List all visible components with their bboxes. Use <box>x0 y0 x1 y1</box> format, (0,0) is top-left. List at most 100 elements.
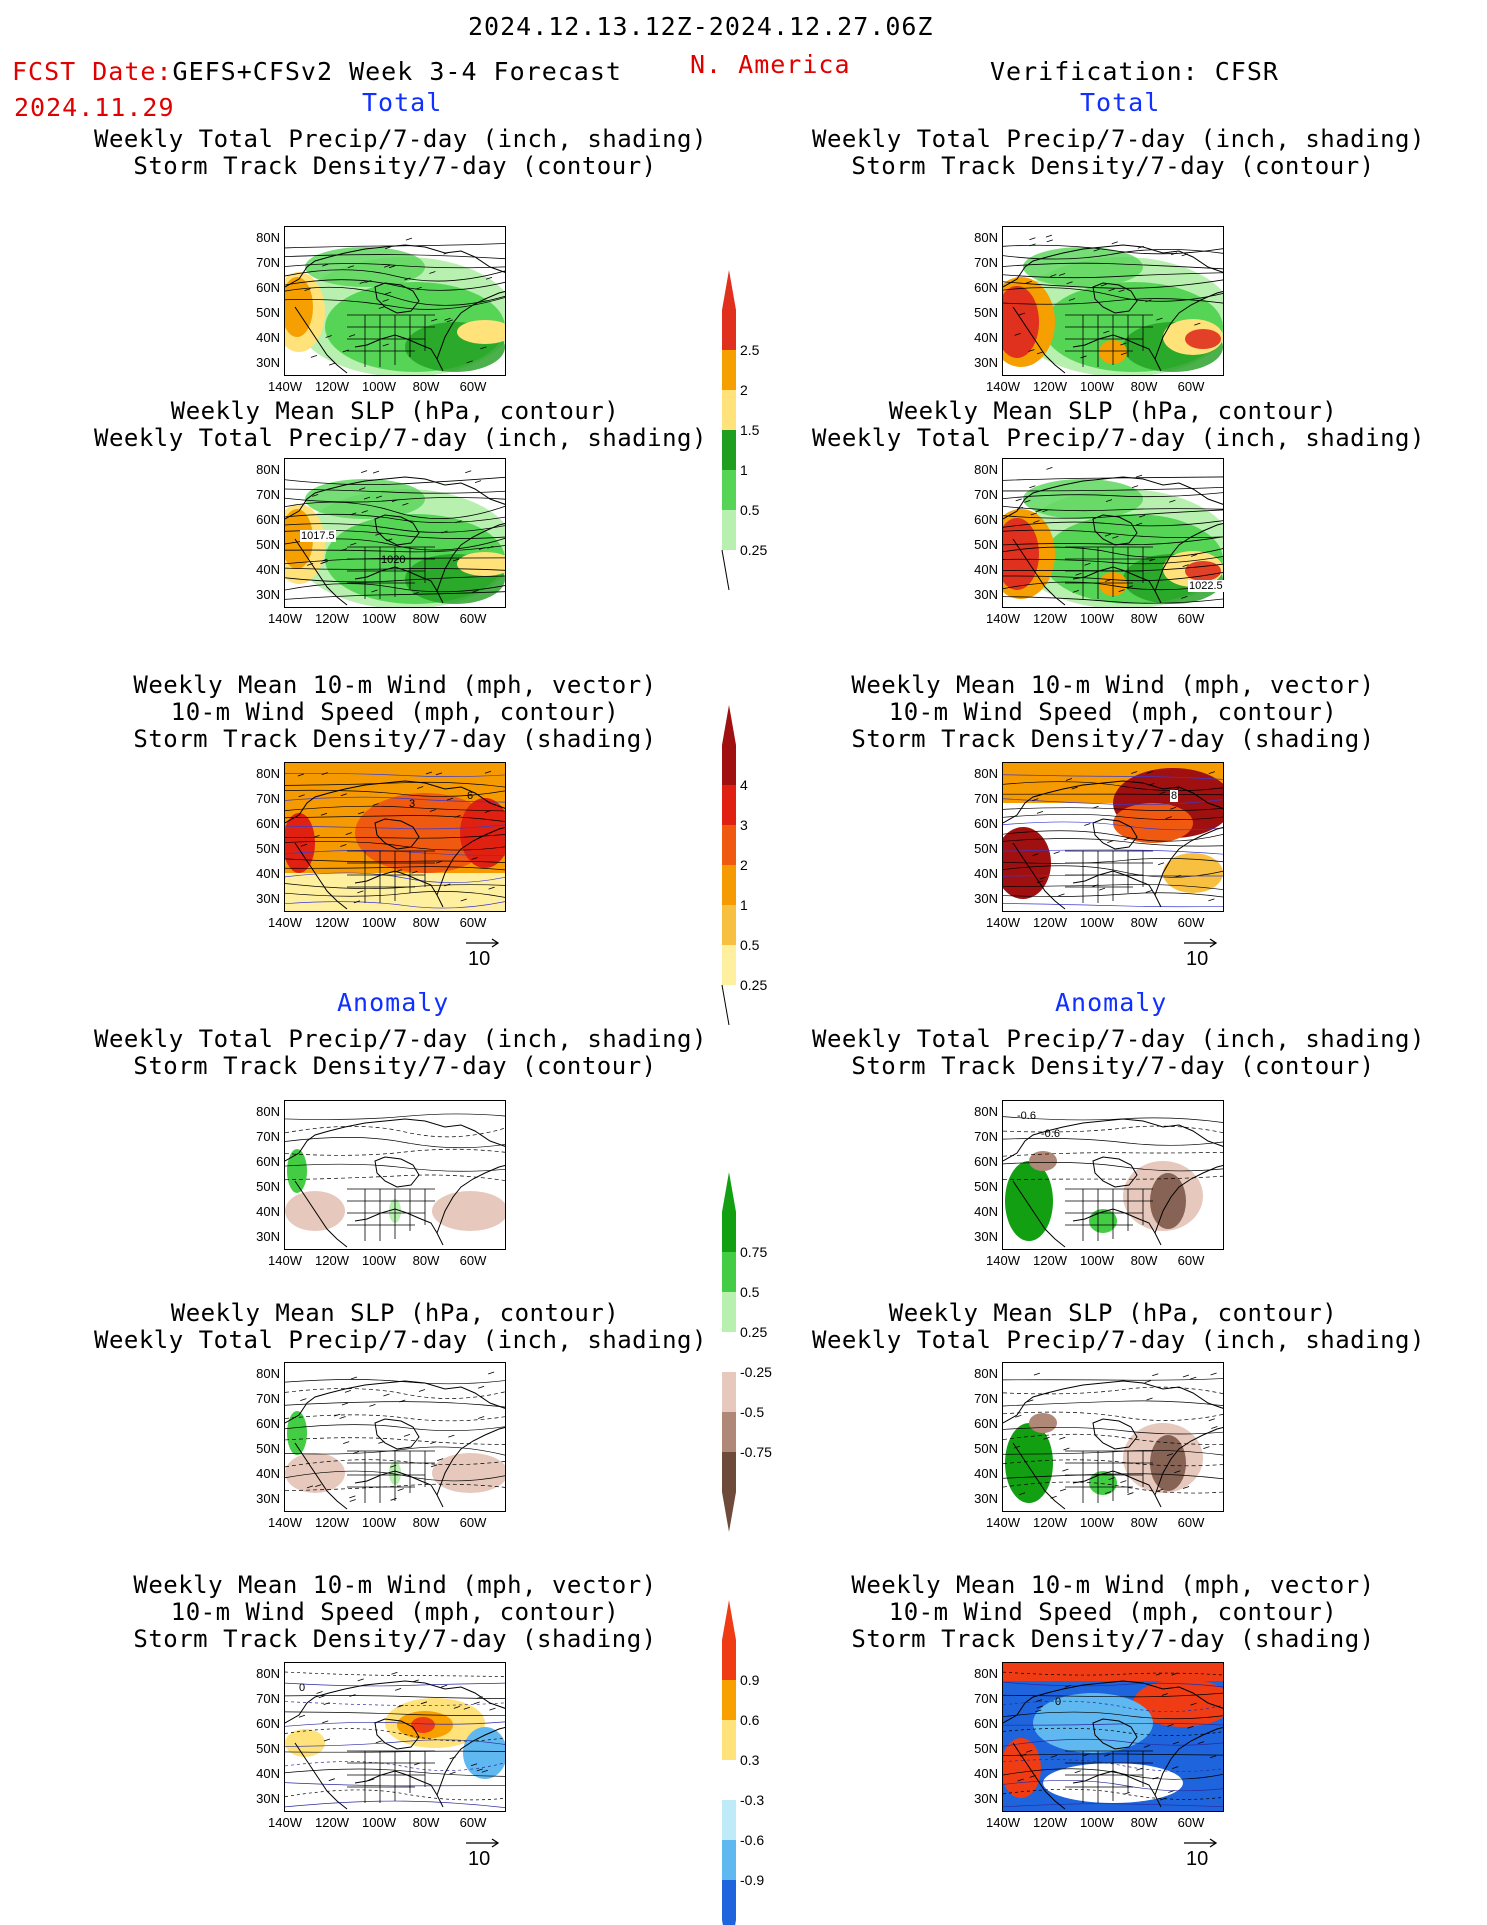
section-anomaly-right: Anomaly <box>1055 988 1168 1017</box>
lat-label: 30N <box>256 1791 280 1806</box>
lat-label: 40N <box>256 866 280 881</box>
lon-label: 100W <box>1080 1515 1114 1530</box>
lon-label: 60W <box>459 1815 487 1830</box>
lon-label: 60W <box>1177 1515 1205 1530</box>
panel-title-line: Weekly Total Precip/7-day (inch, shading… <box>812 125 1425 153</box>
colorbar-label: 2 <box>740 857 748 873</box>
lat-label: 50N <box>256 1179 280 1194</box>
lat-label: 80N <box>974 766 998 781</box>
lat-label: 60N <box>974 1716 998 1731</box>
lat-label: 30N <box>256 1229 280 1244</box>
lat-label: 70N <box>974 1691 998 1706</box>
map-plot <box>285 1671 505 1810</box>
panel-title-line: Storm Track Density/7-day (contour) <box>851 152 1375 180</box>
contour-label: 0 <box>1055 1696 1062 1708</box>
vector-ref-arrow <box>466 1838 500 1848</box>
lon-label: 60W <box>459 1515 487 1530</box>
lat-label: 80N <box>974 230 998 245</box>
lon-label: 140W <box>268 915 302 930</box>
lat-label: 70N <box>974 1391 998 1406</box>
lon-label: 140W <box>986 379 1020 394</box>
lat-label: 50N <box>256 1441 280 1456</box>
colorbar-storm-anom <box>722 1600 736 1925</box>
lon-label: 80W <box>1130 1815 1158 1830</box>
fcst-date: 2024.11.29 <box>14 93 175 122</box>
lat-label: 70N <box>256 1129 280 1144</box>
lat-label: 70N <box>256 1691 280 1706</box>
panel-title-line: Weekly Total Precip/7-day (inch, shading… <box>94 1326 707 1354</box>
lon-label: 60W <box>1177 915 1205 930</box>
lat-label: 70N <box>974 791 998 806</box>
colorbar-label: -0.6 <box>740 1832 764 1848</box>
map-panel-forecast-total-wind_storm <box>284 762 506 912</box>
contour-label: 0 <box>299 1682 306 1694</box>
lat-label: 30N <box>256 355 280 370</box>
lat-label: 70N <box>256 791 280 806</box>
lon-label: 120W <box>1033 611 1067 626</box>
colorbar-label: 0.3 <box>740 1752 760 1768</box>
lat-label: 50N <box>974 1179 998 1194</box>
lat-label: 80N <box>256 1104 280 1119</box>
panel-title-line: Weekly Mean 10-m Wind (mph, vector) <box>133 1571 657 1599</box>
region-label: N. America <box>690 50 851 79</box>
lon-label: 60W <box>459 379 487 394</box>
lon-label: 100W <box>1080 379 1114 394</box>
colorbar-precip-total <box>721 270 736 591</box>
colorbar-label: 2 <box>740 382 748 398</box>
colorbar-label: 0.25 <box>740 1324 767 1340</box>
lat-label: 30N <box>974 1791 998 1806</box>
map-panel-cfsr-anom-precip_storm <box>1002 1100 1224 1250</box>
lon-label: 60W <box>459 611 487 626</box>
lat-label: 50N <box>256 841 280 856</box>
colorbar-label: 0.75 <box>740 1244 767 1260</box>
colorbar-label: 4 <box>740 777 748 793</box>
map-panel-forecast-anom-slp_precip <box>284 1362 506 1512</box>
panel-title-line: Weekly Total Precip/7-day (inch, shading… <box>94 424 707 452</box>
lon-label: 100W <box>362 1515 396 1530</box>
lat-label: 80N <box>974 1366 998 1381</box>
colorbar-label: 0.5 <box>740 1284 760 1300</box>
colorbar-label: 0.5 <box>740 502 760 518</box>
lon-label: 100W <box>362 1815 396 1830</box>
lat-label: 40N <box>256 1466 280 1481</box>
vector-ref-value: 10 <box>468 1848 491 1870</box>
lon-label: 80W <box>412 379 440 394</box>
lat-label: 70N <box>974 487 998 502</box>
colorbar-label: 1 <box>740 897 748 913</box>
lat-label: 50N <box>974 1441 998 1456</box>
lon-label: 60W <box>1177 1815 1205 1830</box>
lat-label: 60N <box>974 816 998 831</box>
vector-ref-arrow <box>1184 938 1218 948</box>
panel-title-line: Weekly Mean SLP (hPa, contour) <box>170 397 620 425</box>
lat-label: 80N <box>256 462 280 477</box>
map-panel-cfsr-anom-wind_storm <box>1002 1662 1224 1812</box>
lon-label: 60W <box>1177 379 1205 394</box>
map-panel-cfsr-total-precip_storm <box>1002 226 1224 376</box>
panel-title-line: Storm Track Density/7-day (shading) <box>133 1625 657 1653</box>
lat-label: 60N <box>256 1416 280 1431</box>
lat-label: 30N <box>256 891 280 906</box>
colorbar-label: 1.5 <box>740 422 760 438</box>
lon-label: 140W <box>986 1253 1020 1268</box>
lat-label: 30N <box>256 1491 280 1506</box>
panel-title-line: Storm Track Density/7-day (contour) <box>133 152 657 180</box>
contour-label: 1022.5 <box>1188 580 1224 592</box>
fcst-date-label: FCST Date:GEFS+CFSv2 Week 3-4 Forecast <box>12 57 622 86</box>
lat-label: 60N <box>974 1416 998 1431</box>
colorbar-label: 0.25 <box>740 977 767 993</box>
panel-title-line: Weekly Total Precip/7-day (inch, shading… <box>812 1025 1425 1053</box>
contour-label: 6 <box>467 790 474 802</box>
panel-title-line: Storm Track Density/7-day (shading) <box>851 1625 1375 1653</box>
lon-label: 140W <box>268 611 302 626</box>
contour-label: 1020 <box>381 554 406 566</box>
vector-ref-arrow <box>466 938 500 948</box>
lon-label: 120W <box>1033 379 1067 394</box>
lat-label: 40N <box>974 866 998 881</box>
lat-label: 80N <box>974 462 998 477</box>
lat-label: 40N <box>256 1766 280 1781</box>
lon-label: 80W <box>1130 611 1158 626</box>
lon-label: 120W <box>1033 915 1067 930</box>
colorbar-label: 0.5 <box>740 937 760 953</box>
lat-label: 80N <box>256 1666 280 1681</box>
map-panel-forecast-total-precip_storm <box>284 226 506 376</box>
